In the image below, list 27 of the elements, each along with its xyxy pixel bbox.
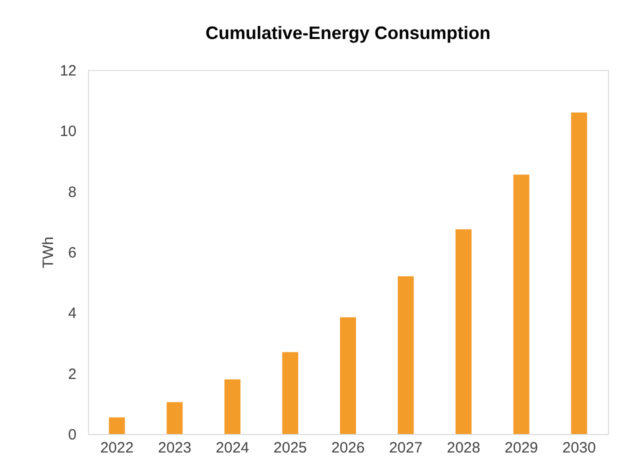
- x-tick-label: 2027: [389, 440, 422, 456]
- bar: [456, 229, 472, 434]
- chart-title: Cumulative-Energy Consumption: [205, 23, 491, 43]
- bar: [108, 417, 125, 434]
- y-tick-label: 12: [60, 62, 76, 80]
- x-tick-label: 2024: [216, 440, 250, 456]
- y-tick-label: 6: [68, 244, 76, 262]
- y-tick-label: 2: [68, 366, 76, 383]
- x-tick-label: 2022: [100, 440, 134, 456]
- bar: [282, 352, 298, 434]
- y-tick-label: 10: [60, 123, 76, 140]
- x-tick-label: 2025: [274, 440, 307, 456]
- bar: [166, 402, 183, 434]
- y-tick-label: 0: [68, 426, 76, 444]
- bar: [340, 317, 356, 434]
- x-tick-label: 2026: [331, 440, 365, 456]
- x-tick-label: 2030: [562, 440, 596, 456]
- bar: [398, 276, 414, 434]
- y-tick-label: 8: [68, 184, 76, 201]
- bar: [571, 112, 588, 434]
- x-tick-label: 2029: [504, 440, 538, 456]
- x-tick-label: 2028: [446, 440, 480, 456]
- x-tick-label: 2023: [158, 440, 192, 456]
- bar: [513, 174, 530, 434]
- y-tick-label: 4: [68, 305, 76, 322]
- bar: [224, 379, 240, 434]
- y-axis-title: TWh: [40, 236, 57, 268]
